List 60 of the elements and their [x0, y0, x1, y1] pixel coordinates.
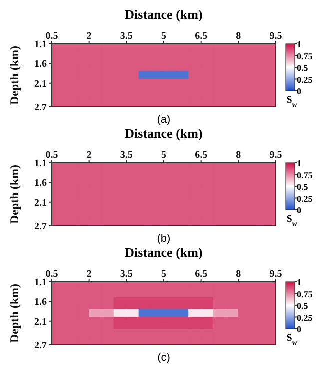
x-tick-label: 6.5	[195, 150, 208, 161]
color-bar-label: 0	[297, 206, 302, 216]
x-tick-label: 5	[162, 150, 166, 161]
x-tick-label: 0.5	[46, 150, 58, 161]
x-tick-label: 9.5	[270, 269, 282, 280]
y-tick-label: 1.1	[34, 158, 47, 170]
x-tick-label: 0.5	[46, 31, 58, 42]
x-tick-label: 9.5	[270, 31, 282, 42]
y-tick-label: 2.1	[34, 78, 47, 90]
y-tick-label: 1.6	[34, 59, 47, 70]
y-tick-label: 2.7	[34, 102, 47, 114]
x-tick-label: 6.5	[195, 31, 208, 42]
x-axis-title: Distance (km)	[124, 245, 204, 260]
text: (b)	[156, 233, 172, 246]
y-axis-title: Depth (km)	[7, 165, 22, 224]
x-tick-label: 5	[162, 269, 166, 280]
color-bar-title: S$_{w}$	[286, 214, 298, 228]
color-bar-label: 0	[297, 86, 302, 96]
color-bar-label: 1	[297, 278, 302, 288]
x-axis-title: Distance (km)	[124, 126, 204, 141]
x-tick-label: 3.5	[120, 31, 133, 42]
x-tick-label: 3.5	[120, 269, 133, 280]
x-axis-title: Distance (km)	[124, 7, 204, 22]
color-bar-label: 0.5	[297, 182, 309, 192]
y-tick-label: 1.6	[34, 178, 47, 190]
y-tick-label: 2.7	[34, 340, 47, 352]
color-bar-label: 0.25	[297, 74, 314, 85]
y-tick-label: 1.1	[34, 278, 47, 289]
x-tick-label: 9.5	[270, 150, 282, 161]
y-tick-label: 2.1	[34, 198, 47, 209]
color-bar-label: 0.25	[297, 194, 314, 204]
x-tick-label: 2	[86, 269, 92, 280]
color-bar-label: 0.75	[297, 51, 314, 62]
x-tick-label: 8	[236, 269, 242, 280]
color-bar-label: 0.75	[297, 289, 314, 300]
x-tick-label: 3.5	[120, 150, 133, 161]
y-axis-title: Depth (km)	[7, 46, 22, 105]
color-bar-label: 0	[297, 324, 302, 334]
x-tick-label: 5	[162, 31, 166, 42]
y-tick-label: 2.7	[34, 222, 47, 233]
color-bar-label: 1	[297, 40, 302, 50]
text: (c)	[156, 352, 172, 365]
color-bar-label: 0.5	[297, 63, 309, 73]
color-bar-title: S$_{w}$	[286, 95, 298, 109]
color-bar-label: 1	[297, 158, 302, 168]
x-tick-label: 2	[86, 150, 92, 161]
color-bar-label: 0.5	[297, 301, 309, 311]
color-bar-label: 0.25	[297, 312, 314, 323]
y-tick-label: 1.6	[34, 297, 47, 308]
x-tick-label: 2	[86, 31, 92, 42]
y-tick-label: 2.1	[34, 316, 47, 328]
x-tick-label: 8	[236, 150, 242, 161]
color-bar-title: S$_{w}$	[286, 333, 298, 347]
text: (a)	[156, 114, 172, 127]
color-bar-label: 0.75	[297, 170, 314, 180]
y-tick-label: 1.1	[34, 40, 47, 51]
x-tick-label: 0.5	[46, 269, 58, 280]
x-tick-label: 8	[236, 31, 242, 42]
x-tick-label: 6.5	[195, 269, 208, 280]
y-axis-title: Depth (km)	[7, 284, 22, 343]
